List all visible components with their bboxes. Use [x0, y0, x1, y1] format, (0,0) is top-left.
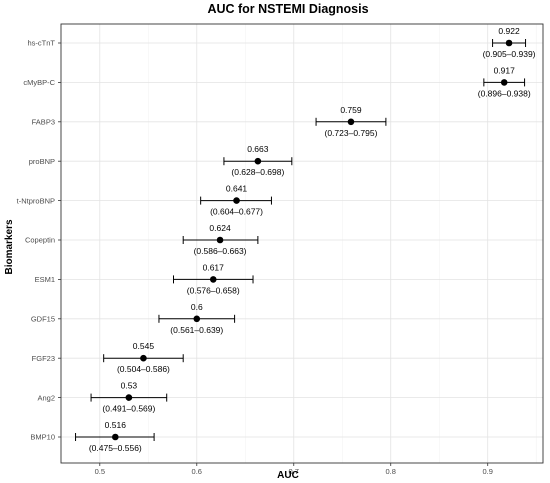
auc-value-label: 0.917 [494, 65, 516, 75]
auc-value-label: 0.53 [121, 381, 138, 391]
auc-value-label: 0.617 [203, 262, 225, 272]
x-axis-title: AUC [277, 470, 299, 481]
x-axis: 0.5 0.6 0.7 0.8 0.9 [95, 463, 493, 476]
auc-value-label: 0.663 [247, 144, 269, 154]
y-tick-label: FABP3 [32, 118, 55, 127]
ci-label: (0.905–0.939) [483, 49, 536, 59]
auc-value-label: 0.624 [209, 223, 231, 233]
y-tick-label: cMyBP-C [23, 78, 55, 87]
ci-label: (0.491–0.569) [102, 404, 155, 414]
marks-layer: 0.922 (0.905–0.939) 0.917 (0.896–0.938) 0.75… [75, 26, 536, 453]
auc-point [254, 157, 262, 165]
panel-border [60, 23, 544, 464]
ci-label: (0.576–0.658) [187, 285, 240, 295]
auc-point [347, 118, 355, 126]
auc-point [233, 197, 240, 204]
auc-value-label: 0.759 [340, 105, 362, 115]
y-axis-title: Biomarkers [4, 219, 15, 274]
y-tick-label: proBNP [29, 157, 55, 166]
auc-value-label: 0.922 [498, 26, 520, 36]
auc-value-label: 0.545 [133, 341, 155, 351]
ci-label: (0.504–0.586) [117, 364, 170, 374]
y-tick-label: GDF15 [31, 315, 55, 324]
auc-point [125, 394, 133, 401]
ci-label: (0.896–0.938) [478, 88, 531, 98]
y-tick-label: ESM1 [35, 275, 55, 284]
ci-label: (0.586–0.663) [194, 246, 247, 256]
y-tick-label: Copeptin [25, 236, 55, 245]
ci-label: (0.475–0.556) [89, 443, 142, 453]
auc-value-label: 0.516 [105, 420, 127, 430]
ci-label: (0.628–0.698) [231, 167, 284, 177]
x-tick-label: 0.6 [192, 467, 202, 476]
x-tick-label: 0.7 [289, 467, 299, 476]
x-tick-label: 0.5 [95, 467, 105, 476]
ci-label: (0.561–0.639) [170, 325, 223, 335]
ci-label: (0.604–0.677) [210, 207, 263, 217]
y-tick-label: hs-cTnT [27, 39, 55, 48]
chart-title: AUC for NSTEMI Diagnosis [207, 2, 368, 16]
y-axis: hs-cTnT cMyBP-C FABP3 proBNP t-NtproBNP Copep… [17, 39, 61, 442]
y-tick-label: BMP10 [30, 433, 55, 442]
ci-label: (0.723–0.795) [325, 128, 378, 138]
auc-value-label: 0.6 [191, 302, 203, 312]
x-tick-label: 0.9 [483, 467, 493, 476]
y-tick-label: FGF23 [32, 354, 55, 363]
x-tick-label: 0.8 [386, 467, 396, 476]
auc-point [209, 276, 217, 283]
auc-point [112, 433, 119, 441]
grid-layer [61, 24, 543, 463]
auc-value-label: 0.641 [226, 184, 248, 194]
y-tick-label: t-NtproBNP [17, 196, 55, 205]
auc-point [500, 79, 508, 86]
y-tick-label: Ang2 [37, 393, 55, 402]
auc-point [193, 315, 201, 323]
auc-point [216, 236, 224, 244]
auc-point [505, 39, 513, 47]
auc-point [140, 354, 147, 362]
